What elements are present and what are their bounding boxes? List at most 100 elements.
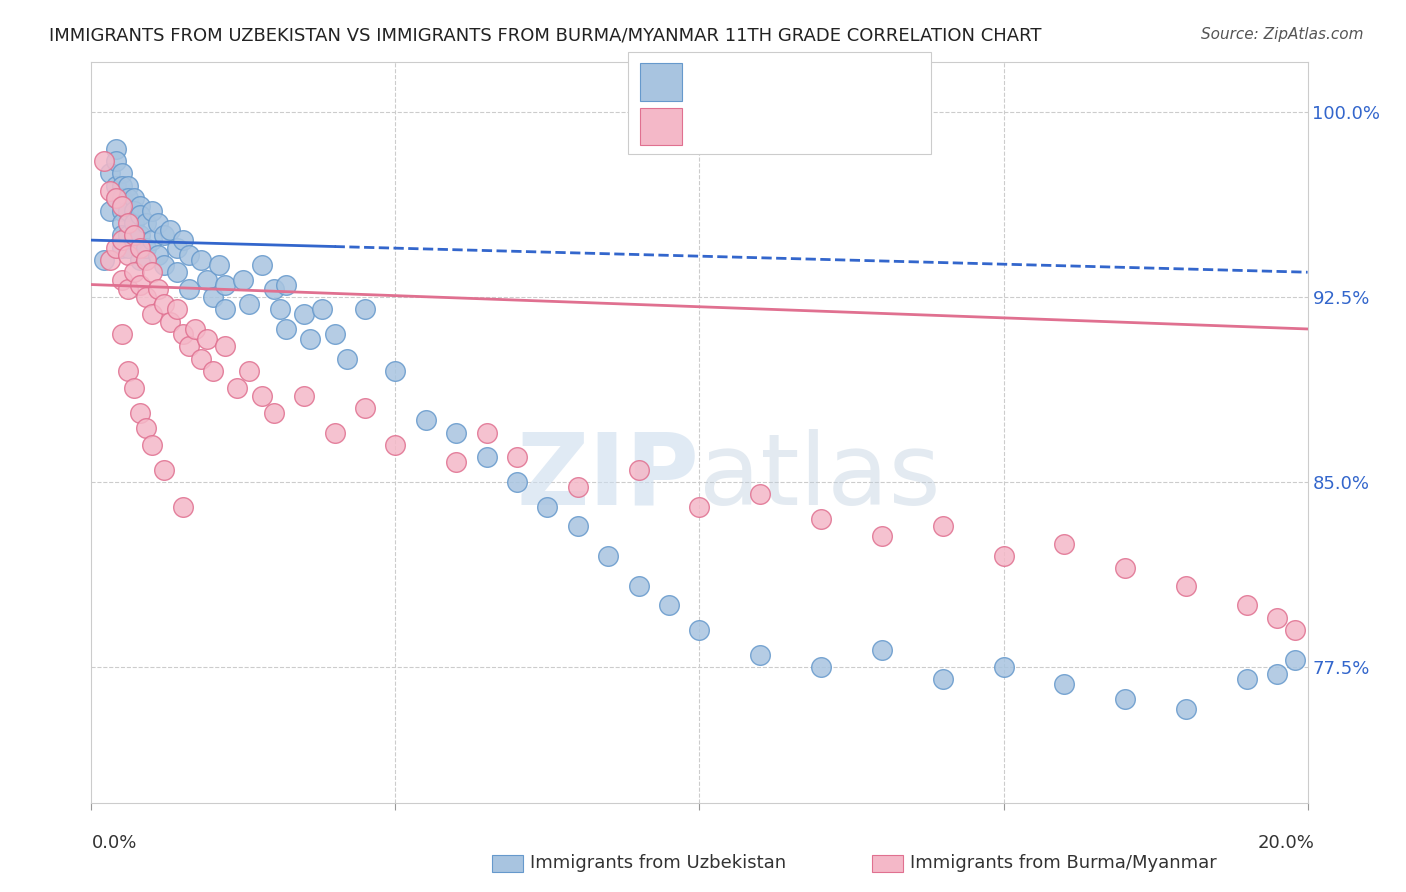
Point — [135, 290, 157, 304]
Point — [336, 351, 359, 366]
Point — [111, 241, 134, 255]
Point — [135, 241, 157, 255]
Point — [98, 252, 121, 267]
Point — [1236, 673, 1258, 687]
Point — [292, 388, 315, 402]
Point — [153, 258, 176, 272]
Point — [1114, 561, 1136, 575]
Point — [129, 198, 152, 212]
Point — [148, 216, 170, 230]
Point — [384, 364, 406, 378]
Point — [993, 549, 1015, 563]
Point — [148, 283, 170, 297]
Point — [104, 142, 127, 156]
Point — [627, 579, 650, 593]
Point — [93, 252, 115, 267]
Point — [129, 406, 152, 420]
Point — [135, 252, 157, 267]
Point — [226, 381, 249, 395]
Point — [177, 283, 200, 297]
Point — [1284, 623, 1306, 637]
Point — [506, 475, 529, 489]
Text: ZIP: ZIP — [516, 428, 699, 525]
Point — [172, 233, 194, 247]
Point — [354, 302, 377, 317]
Point — [274, 277, 297, 292]
Point — [323, 425, 346, 440]
Point — [870, 642, 893, 657]
Point — [415, 413, 437, 427]
Point — [129, 277, 152, 292]
Point — [98, 203, 121, 218]
Point — [111, 178, 134, 193]
Point — [184, 322, 207, 336]
Point — [232, 272, 254, 286]
Point — [135, 216, 157, 230]
Point — [195, 272, 218, 286]
Point — [299, 332, 322, 346]
Point — [263, 283, 285, 297]
Point — [129, 252, 152, 267]
Point — [323, 326, 346, 341]
Point — [93, 154, 115, 169]
Point — [111, 191, 134, 205]
Text: 0.0%: 0.0% — [91, 834, 136, 852]
Point — [1053, 677, 1076, 691]
Point — [214, 277, 236, 292]
Point — [104, 178, 127, 193]
Point — [688, 623, 710, 637]
Point — [153, 462, 176, 476]
Point — [111, 216, 134, 230]
Point — [122, 233, 145, 247]
Point — [195, 332, 218, 346]
Point — [810, 660, 832, 674]
Point — [384, 438, 406, 452]
Point — [129, 228, 152, 243]
Point — [311, 302, 333, 317]
Point — [153, 228, 176, 243]
Point — [117, 364, 139, 378]
Point — [263, 406, 285, 420]
Point — [1053, 537, 1076, 551]
Point — [1174, 579, 1197, 593]
Point — [475, 425, 498, 440]
Point — [111, 272, 134, 286]
Point — [688, 500, 710, 514]
Point — [475, 450, 498, 465]
Point — [238, 364, 260, 378]
Point — [177, 248, 200, 262]
Point — [870, 529, 893, 543]
Point — [117, 228, 139, 243]
Point — [444, 455, 467, 469]
Text: IMMIGRANTS FROM UZBEKISTAN VS IMMIGRANTS FROM BURMA/MYANMAR 11TH GRADE CORRELATI: IMMIGRANTS FROM UZBEKISTAN VS IMMIGRANTS… — [49, 27, 1042, 45]
Point — [166, 302, 188, 317]
Point — [250, 258, 273, 272]
Point — [993, 660, 1015, 674]
Text: R = -0.035   N = 63: R = -0.035 N = 63 — [690, 117, 868, 135]
Point — [98, 184, 121, 198]
Point — [238, 297, 260, 311]
Point — [202, 364, 225, 378]
Point — [1265, 611, 1288, 625]
Point — [122, 191, 145, 205]
Text: 20.0%: 20.0% — [1258, 834, 1315, 852]
Point — [104, 191, 127, 205]
Point — [122, 203, 145, 218]
Point — [1265, 667, 1288, 681]
Point — [111, 198, 134, 212]
Point — [598, 549, 620, 563]
Point — [129, 209, 152, 223]
Point — [172, 326, 194, 341]
Point — [141, 233, 163, 247]
Point — [214, 339, 236, 353]
Point — [354, 401, 377, 415]
Point — [810, 512, 832, 526]
Point — [749, 648, 772, 662]
Point — [1114, 692, 1136, 706]
Point — [104, 191, 127, 205]
Point — [141, 307, 163, 321]
Point — [190, 351, 212, 366]
Text: R = -0.026   N = 82: R = -0.026 N = 82 — [690, 72, 868, 90]
Point — [274, 322, 297, 336]
Point — [111, 326, 134, 341]
